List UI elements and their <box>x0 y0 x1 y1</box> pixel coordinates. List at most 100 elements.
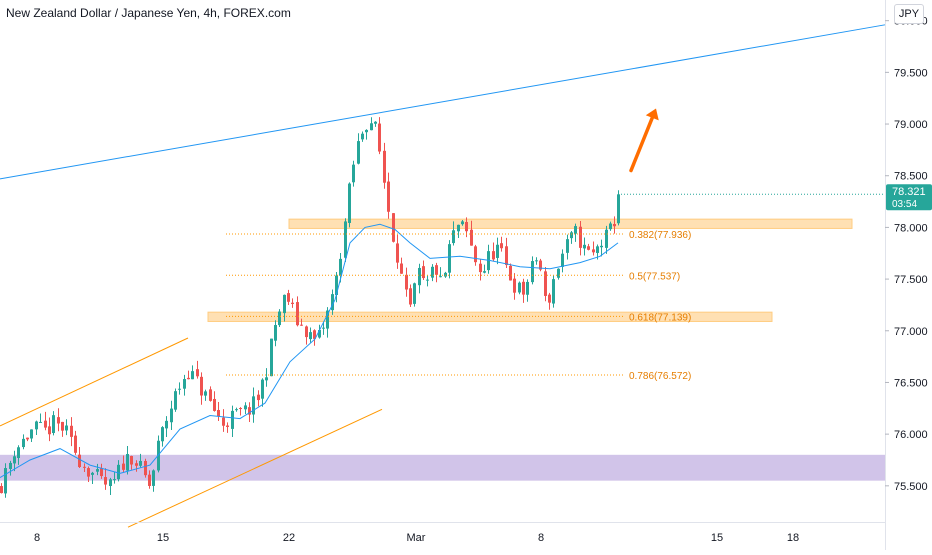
arrow-shaft <box>629 116 655 173</box>
candle-body <box>283 294 286 314</box>
candle-body <box>500 243 503 249</box>
candle-body <box>26 437 29 440</box>
candle-body <box>213 398 216 411</box>
candle-body <box>452 230 455 244</box>
candle-body <box>535 260 538 262</box>
candle-body <box>196 369 199 377</box>
candle-body <box>613 223 616 227</box>
candle-body <box>435 265 438 275</box>
candle-body <box>548 294 551 303</box>
candle-body <box>191 371 194 380</box>
candle-body <box>422 266 425 279</box>
candle-body <box>378 123 381 152</box>
candle-body <box>9 462 12 469</box>
price-tag-countdown: 03:54 <box>892 199 917 210</box>
candle-body <box>83 466 86 468</box>
candle-body <box>152 470 155 486</box>
candle-body <box>57 417 60 424</box>
candle-body <box>383 150 386 183</box>
zones-layer <box>0 218 885 481</box>
y-tick-label: 76.500 <box>894 377 928 389</box>
candle-body <box>539 260 542 270</box>
x-tick-label: 8 <box>538 532 544 544</box>
candle-body <box>70 425 73 437</box>
candle-body <box>104 477 107 485</box>
candle-body <box>579 226 582 248</box>
candle-body <box>209 389 212 401</box>
candle-body <box>174 391 177 410</box>
candle-body <box>331 294 334 311</box>
chart-title: New Zealand Dollar / Japanese Yen, 4h, F… <box>6 6 291 20</box>
candle-body <box>600 245 603 248</box>
candle-body <box>13 456 16 464</box>
candle-body <box>187 377 190 380</box>
candle-body <box>474 246 477 263</box>
candle-body <box>492 251 495 260</box>
candle-body <box>465 221 468 232</box>
candle-body <box>531 261 534 283</box>
candle-body <box>592 249 595 253</box>
candle-body <box>130 456 133 465</box>
candle-body <box>278 311 281 326</box>
candle-body <box>91 472 94 475</box>
fib-level-label: 0.382(77.936) <box>629 230 691 241</box>
candle-body <box>313 330 316 339</box>
y-tick-label: 79.500 <box>894 67 928 79</box>
candle-body <box>270 338 273 377</box>
candle-body <box>335 275 338 295</box>
moving-average-line <box>0 223 619 479</box>
candle-body <box>87 468 90 477</box>
candle-body <box>39 421 42 423</box>
y-tick-label: 76.000 <box>894 429 928 441</box>
candle-body <box>439 276 442 278</box>
candle-body <box>222 417 225 426</box>
candle-body <box>74 435 77 453</box>
candle-body <box>135 463 138 466</box>
candle-body <box>204 391 207 396</box>
candle-body <box>139 460 142 466</box>
candle-body <box>552 279 555 304</box>
candle-body <box>96 469 99 472</box>
candle-body <box>126 454 129 471</box>
candle-body <box>426 279 429 281</box>
candle-body <box>109 479 112 487</box>
candle-body <box>261 379 264 399</box>
y-tick-label: 79.000 <box>894 119 928 131</box>
candle-body <box>444 272 447 277</box>
candle-body <box>344 221 347 258</box>
candle-body <box>405 274 408 290</box>
candle-body <box>574 226 577 234</box>
candle-body <box>231 410 234 429</box>
candle-body <box>431 266 434 278</box>
candle-body <box>318 330 321 338</box>
candle-body <box>461 221 464 225</box>
price-tag-value: 78.321 <box>892 186 926 198</box>
candle-body <box>387 181 390 212</box>
candle-body <box>165 420 168 429</box>
candle-body <box>300 324 303 326</box>
candle-body <box>544 271 547 296</box>
candle-body <box>322 327 325 329</box>
candle-body <box>48 426 51 435</box>
candle-body <box>35 421 38 430</box>
candle-body <box>587 246 590 250</box>
candle-body <box>522 281 525 295</box>
currency-button[interactable]: JPY <box>894 4 924 24</box>
candle-body <box>0 486 3 494</box>
fib-layer: 0.382(77.936) 0.5(77.537) 0.618(77.139) 0.7… <box>226 230 691 382</box>
candle-body <box>596 246 599 253</box>
candle-body <box>309 332 312 340</box>
candle-body <box>183 379 186 389</box>
candle-body <box>257 394 260 401</box>
candle-body <box>30 429 33 439</box>
candle-body <box>287 293 290 302</box>
candle-body <box>291 302 294 304</box>
candle-body <box>392 213 395 242</box>
candle-body <box>244 405 247 410</box>
candle-body <box>357 141 360 164</box>
lines-layer <box>0 24 886 528</box>
resistance-zone <box>288 218 853 229</box>
candles-layer <box>0 117 620 498</box>
